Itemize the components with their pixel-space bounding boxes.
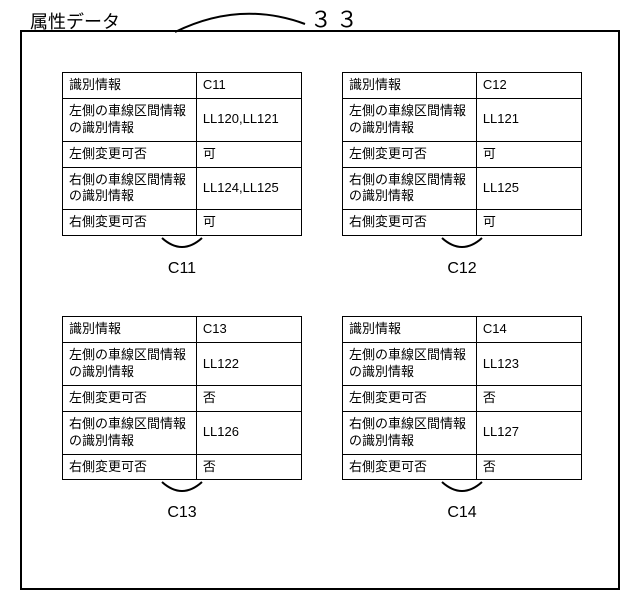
callout: C13 <box>62 480 302 522</box>
cell-value: 可 <box>476 210 581 236</box>
row-label: 識別情報 <box>63 317 197 343</box>
callout-label: C13 <box>167 504 196 521</box>
cell-value: LL122 <box>196 343 301 386</box>
row-label: 右側変更可否 <box>63 454 197 480</box>
row-label: 左側の車線区間情報の識別情報 <box>63 98 197 141</box>
callout-label: C11 <box>168 260 196 277</box>
callout-label: C14 <box>447 504 476 521</box>
callout: C12 <box>342 236 582 278</box>
attr-table: 識別情報C14 左側の車線区間情報の識別情報LL123 左側変更可否否 右側の車… <box>342 316 582 480</box>
callout: C11 <box>62 236 302 278</box>
cell-value: LL125 <box>476 167 581 210</box>
attr-table: 識別情報C11 左側の車線区間情報の識別情報LL120,LL121 左側変更可否… <box>62 72 302 236</box>
outer-frame: 識別情報C11 左側の車線区間情報の識別情報LL120,LL121 左側変更可否… <box>20 30 620 590</box>
attr-table: 識別情報C12 左側の車線区間情報の識別情報LL121 左側変更可否可 右側の車… <box>342 72 582 236</box>
cell-value: LL120,LL121 <box>196 98 301 141</box>
cell-value: 否 <box>196 385 301 411</box>
cell-value: 否 <box>476 385 581 411</box>
row-label: 右側変更可否 <box>63 210 197 236</box>
row-label: 右側の車線区間情報の識別情報 <box>343 167 477 210</box>
table-wrap-c12: 識別情報C12 左側の車線区間情報の識別情報LL121 左側変更可否可 右側の車… <box>342 72 582 236</box>
row-label: 左側の車線区間情報の識別情報 <box>63 343 197 386</box>
row-label: 左側の車線区間情報の識別情報 <box>343 98 477 141</box>
cell-value: 可 <box>196 210 301 236</box>
cell-value: C12 <box>476 73 581 99</box>
cell-value: 可 <box>476 141 581 167</box>
cell-value: 否 <box>476 454 581 480</box>
cell-value: 否 <box>196 454 301 480</box>
row-label: 右側の車線区間情報の識別情報 <box>343 411 477 454</box>
cell-value: LL126 <box>196 411 301 454</box>
row-label: 右側の車線区間情報の識別情報 <box>63 167 197 210</box>
row-label: 識別情報 <box>63 73 197 99</box>
tables-grid: 識別情報C11 左側の車線区間情報の識別情報LL120,LL121 左側変更可否… <box>62 72 582 480</box>
row-label: 右側変更可否 <box>343 210 477 236</box>
cell-value: LL127 <box>476 411 581 454</box>
row-label: 識別情報 <box>343 317 477 343</box>
cell-value: LL121 <box>476 98 581 141</box>
row-label: 識別情報 <box>343 73 477 99</box>
callout: C14 <box>342 480 582 522</box>
cell-value: C14 <box>476 317 581 343</box>
table-wrap-c13: 識別情報C13 左側の車線区間情報の識別情報LL122 左側変更可否否 右側の車… <box>62 316 302 480</box>
row-label: 右側の車線区間情報の識別情報 <box>63 411 197 454</box>
row-label: 左側変更可否 <box>63 141 197 167</box>
row-label: 左側変更可否 <box>343 141 477 167</box>
table-wrap-c11: 識別情報C11 左側の車線区間情報の識別情報LL120,LL121 左側変更可否… <box>62 72 302 236</box>
row-label: 左側変更可否 <box>343 385 477 411</box>
row-label: 左側変更可否 <box>63 385 197 411</box>
callout-label: C12 <box>447 260 476 277</box>
cell-value: LL123 <box>476 343 581 386</box>
cell-value: 可 <box>196 141 301 167</box>
cell-value: C11 <box>196 73 301 99</box>
table-wrap-c14: 識別情報C14 左側の車線区間情報の識別情報LL123 左側変更可否否 右側の車… <box>342 316 582 480</box>
cell-value: C13 <box>196 317 301 343</box>
row-label: 右側変更可否 <box>343 454 477 480</box>
row-label: 左側の車線区間情報の識別情報 <box>343 343 477 386</box>
attr-table: 識別情報C13 左側の車線区間情報の識別情報LL122 左側変更可否否 右側の車… <box>62 316 302 480</box>
cell-value: LL124,LL125 <box>196 167 301 210</box>
